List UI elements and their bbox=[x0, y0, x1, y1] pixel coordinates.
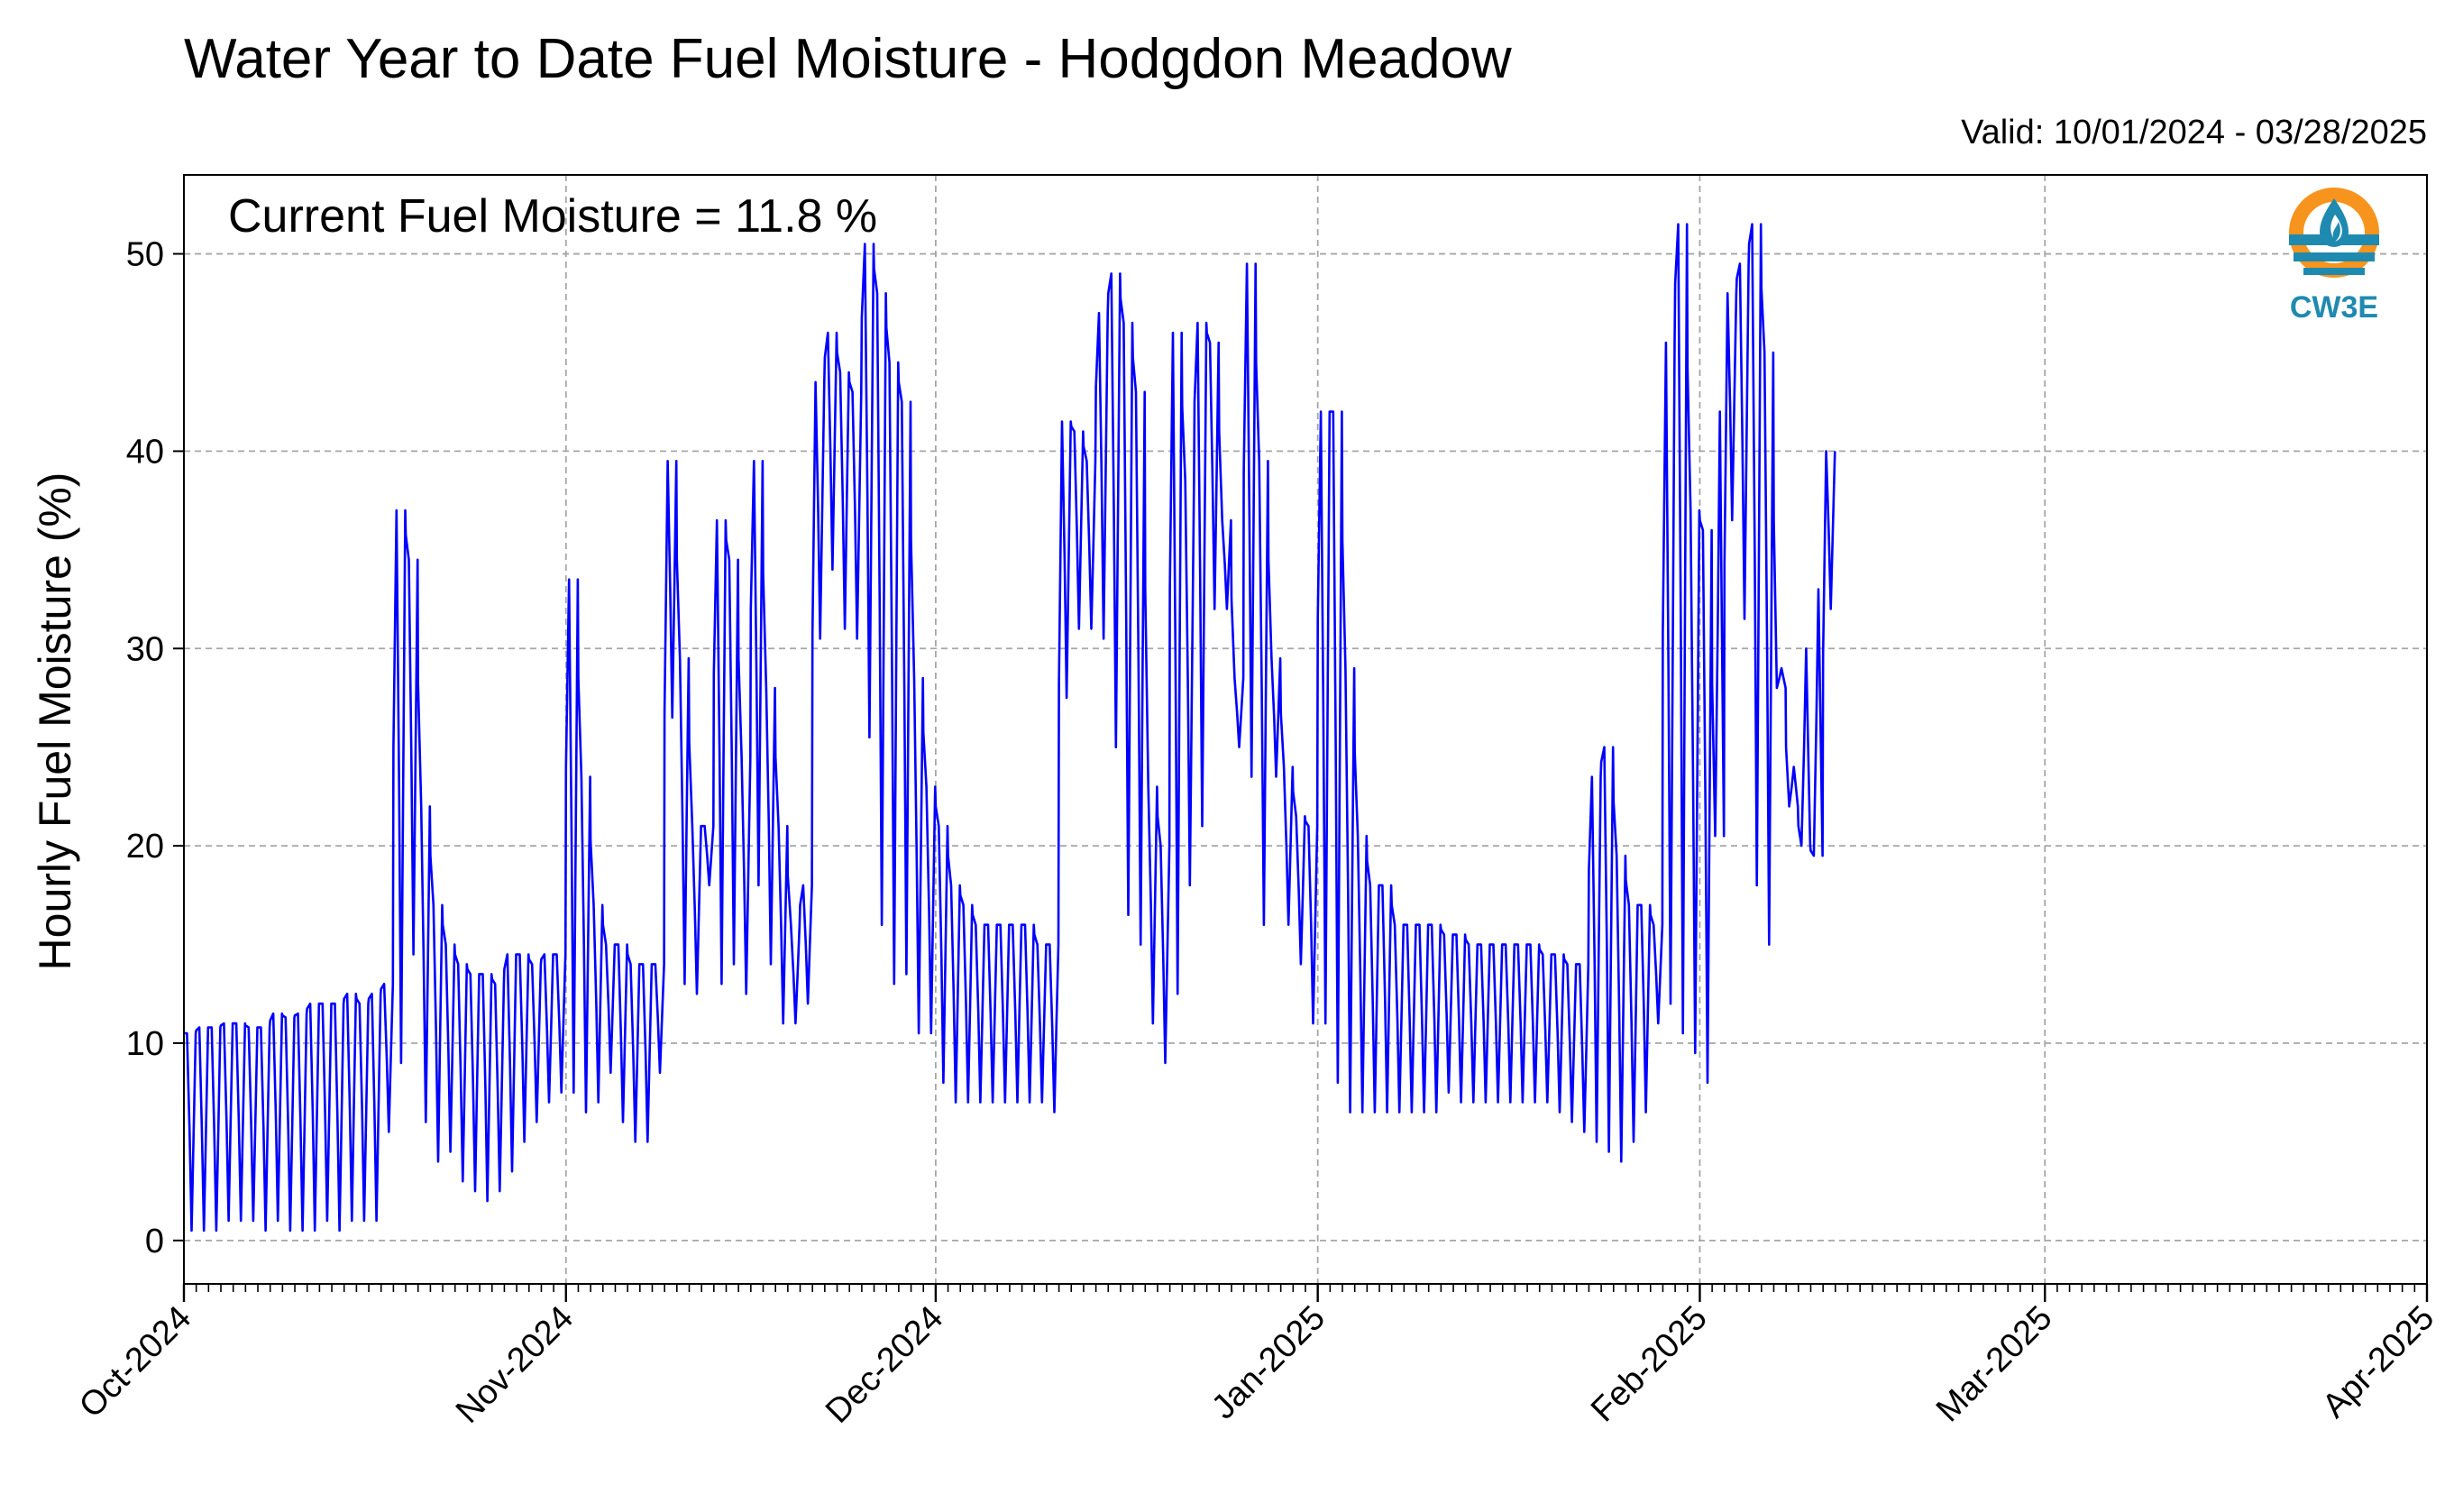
x-tick-label: Nov-2024 bbox=[449, 1299, 581, 1431]
logo-wave-band-2 bbox=[2294, 252, 2375, 261]
x-tick-label: Oct-2024 bbox=[72, 1299, 198, 1425]
x-tick-label: Jan-2025 bbox=[1204, 1299, 1332, 1427]
x-tick-label: Mar-2025 bbox=[1929, 1299, 2060, 1430]
y-tick-label: 10 bbox=[126, 1025, 164, 1063]
flame-icon bbox=[2330, 215, 2342, 242]
cw3e-logo-mark bbox=[2289, 188, 2379, 278]
y-axis-label: Hourly Fuel Moisture (%) bbox=[30, 472, 80, 971]
y-tick-label: 40 bbox=[126, 433, 164, 471]
x-tick-label: Apr-2025 bbox=[2315, 1299, 2441, 1425]
y-tick-label: 0 bbox=[145, 1223, 164, 1260]
cw3e-logo: CW3E bbox=[2289, 188, 2379, 325]
fuel-moisture-line bbox=[184, 223, 1836, 1233]
chart-title: Water Year to Date Fuel Moisture - Hodgd… bbox=[184, 28, 1512, 90]
logo-wave-band-3 bbox=[2303, 268, 2365, 275]
current-moisture-annotation: Current Fuel Moisture = 11.8 % bbox=[228, 190, 877, 243]
y-tick-label: 30 bbox=[126, 630, 164, 668]
chart-subtitle: Valid: 10/01/2024 - 03/28/2025 bbox=[1961, 114, 2427, 151]
x-tick-label: Dec-2024 bbox=[819, 1299, 950, 1431]
plot-frame bbox=[183, 174, 2428, 1285]
x-tick-label: Feb-2025 bbox=[1584, 1299, 1715, 1430]
y-tick-label: 20 bbox=[126, 828, 164, 866]
logo-text: CW3E bbox=[2290, 290, 2378, 325]
plot-area bbox=[184, 223, 1836, 1233]
y-tick-label: 50 bbox=[126, 236, 164, 274]
grid-lines bbox=[183, 175, 2428, 1284]
